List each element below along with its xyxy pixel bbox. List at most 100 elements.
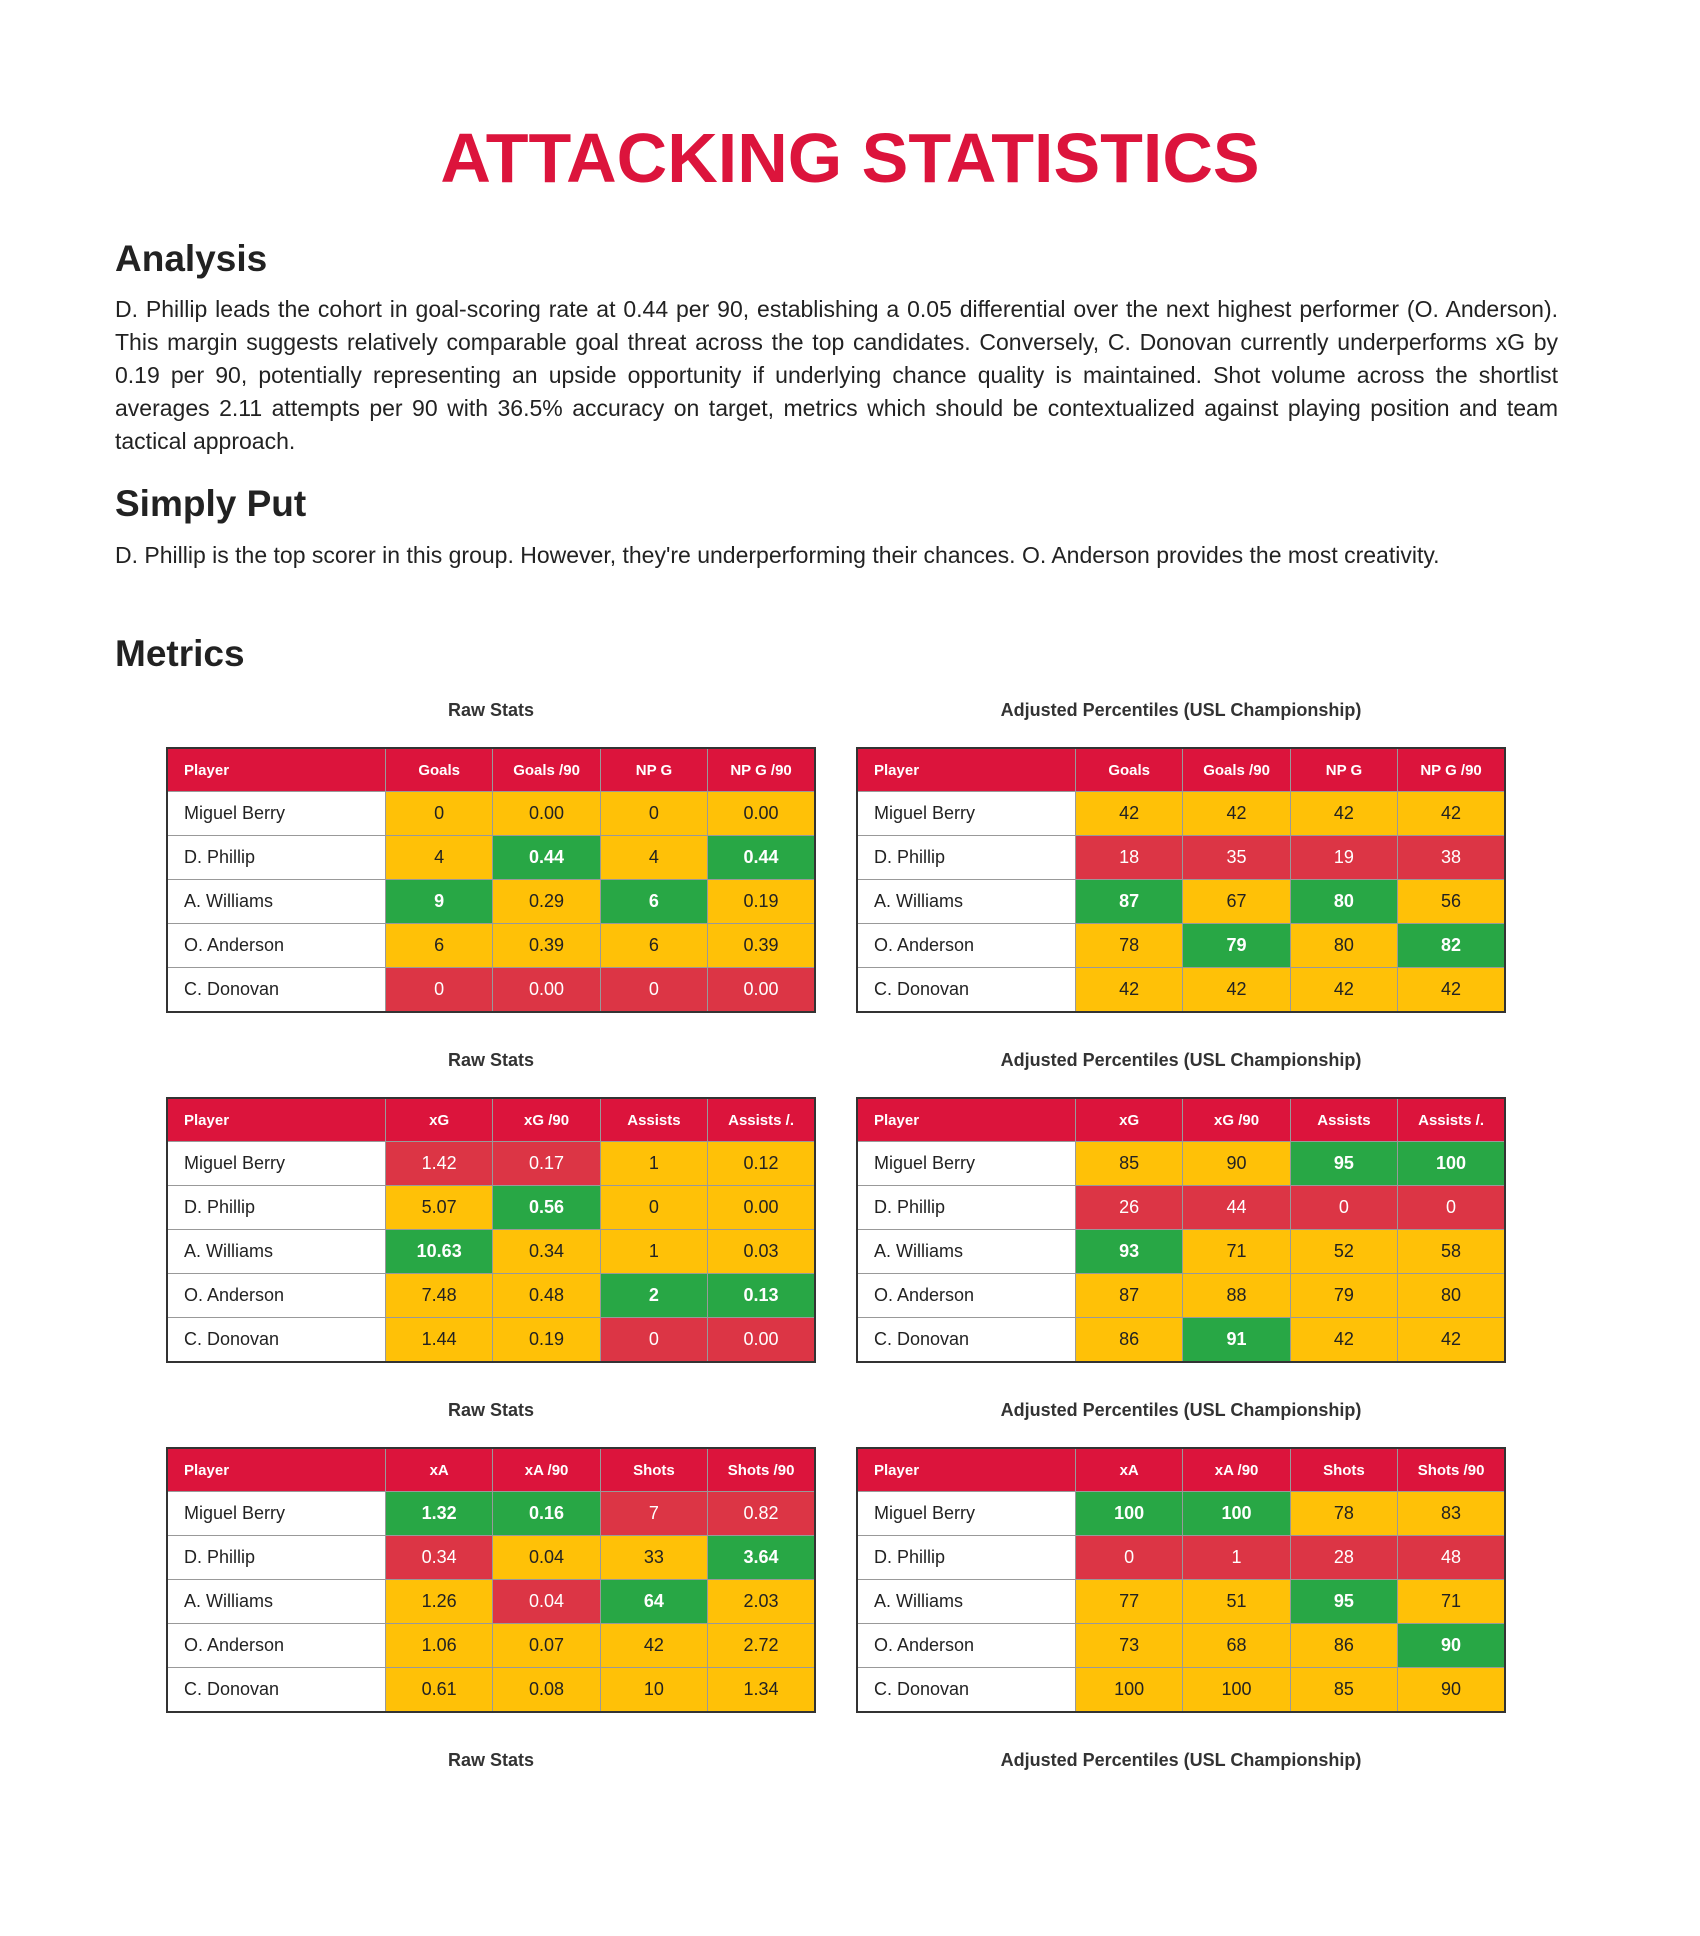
stat-cell: 83 <box>1397 1491 1506 1536</box>
table-block: Raw Stats <box>166 1747 816 1773</box>
stats-table: Player xA xA /90 Shots Shots /90 Miguel Berry… <box>166 1447 816 1713</box>
stat-cell: 0.39 <box>707 923 816 968</box>
player-cell: O. Anderson <box>856 1623 1076 1668</box>
column-header: xG /90 <box>1182 1097 1291 1142</box>
player-cell: O. Anderson <box>166 923 386 968</box>
table-row: Miguel Berry 85 90 95 100 <box>856 1141 1506 1186</box>
table-caption: Raw Stats <box>447 1050 535 1070</box>
player-cell: D. Phillip <box>856 1185 1076 1230</box>
stat-cell: 33 <box>599 1535 709 1580</box>
stat-cell: 0.00 <box>707 1185 816 1230</box>
stat-cell: 68 <box>1182 1623 1291 1668</box>
player-cell: A. Williams <box>166 1579 386 1624</box>
column-header: Shots <box>1289 1447 1399 1492</box>
stat-cell: 0 <box>599 791 709 836</box>
stat-cell: 9 <box>384 879 494 924</box>
stat-cell: 93 <box>1074 1229 1184 1274</box>
column-header: xA /90 <box>1182 1447 1291 1492</box>
table-block: Raw Stats Player xG xG /90 Assists Assists /.… <box>166 1047 816 1363</box>
stat-cell: 42 <box>1182 967 1291 1013</box>
column-header: Assists /. <box>707 1097 816 1142</box>
stat-cell: 79 <box>1289 1273 1399 1318</box>
player-cell: O. Anderson <box>166 1623 386 1668</box>
column-header: xG <box>1074 1097 1184 1142</box>
player-cell: Miguel Berry <box>166 1491 386 1536</box>
stat-cell: 100 <box>1074 1491 1184 1536</box>
column-header: xA /90 <box>492 1447 601 1492</box>
stat-cell: 78 <box>1074 923 1184 968</box>
table-row: Miguel Berry 1.42 0.17 1 0.12 <box>166 1141 816 1186</box>
stat-cell: 80 <box>1289 923 1399 968</box>
stat-cell: 0.12 <box>707 1141 816 1186</box>
stat-cell: 100 <box>1074 1667 1184 1713</box>
section-text: D. Phillip is the top scorer in this gro… <box>115 542 1440 568</box>
page-title: ATTACKING STATISTICS <box>440 119 1260 197</box>
stat-cell: 0.29 <box>492 879 601 924</box>
header-row: Player Goals Goals /90 NP G NP G /90 <box>166 747 816 792</box>
stat-cell: 42 <box>1397 791 1506 836</box>
table-row: C. Donovan 42 42 42 42 <box>856 967 1506 1013</box>
stat-cell: 0 <box>599 1317 709 1363</box>
stats-table: Player xA xA /90 Shots Shots /90 Miguel Berry… <box>856 1447 1506 1713</box>
player-cell: A. Williams <box>856 1579 1076 1624</box>
stat-cell: 85 <box>1074 1141 1184 1186</box>
stat-cell: 1.32 <box>384 1491 494 1536</box>
table-caption: Raw Stats <box>447 700 535 720</box>
stat-cell: 0.00 <box>707 791 816 836</box>
stat-cell: 0.61 <box>384 1667 494 1713</box>
stat-cell: 95 <box>1289 1141 1399 1186</box>
stat-cell: 86 <box>1289 1623 1399 1668</box>
stat-cell: 0.16 <box>492 1491 601 1536</box>
section-heading: Analysis <box>115 238 268 279</box>
player-cell: D. Phillip <box>856 835 1076 880</box>
player-cell: O. Anderson <box>166 1273 386 1318</box>
stat-cell: 73 <box>1074 1623 1184 1668</box>
stat-cell: 10 <box>599 1667 709 1713</box>
table-row: D. Phillip 18 35 19 38 <box>856 835 1506 880</box>
column-header: Shots <box>599 1447 709 1492</box>
player-cell: Miguel Berry <box>166 791 386 836</box>
table-row: D. Phillip 26 44 0 0 <box>856 1185 1506 1230</box>
stat-cell: 0.39 <box>492 923 601 968</box>
table-row: O. Anderson 78 79 80 82 <box>856 923 1506 968</box>
table-caption: Adjusted Percentiles (USL Championship) <box>1000 1050 1362 1070</box>
stat-cell: 86 <box>1074 1317 1184 1363</box>
player-cell: A. Williams <box>856 1229 1076 1274</box>
stat-cell: 2.72 <box>707 1623 816 1668</box>
stat-cell: 42 <box>1074 791 1184 836</box>
player-cell: O. Anderson <box>856 1273 1076 1318</box>
player-cell: Miguel Berry <box>856 791 1076 836</box>
stat-cell: 95 <box>1289 1579 1399 1624</box>
stat-cell: 52 <box>1289 1229 1399 1274</box>
player-cell: C. Donovan <box>166 1317 386 1363</box>
column-header: Goals <box>1074 747 1184 792</box>
stat-cell: 0.07 <box>492 1623 601 1668</box>
stat-cell: 100 <box>1182 1667 1291 1713</box>
header-row: Player xG xG /90 Assists Assists /. <box>166 1097 816 1142</box>
stat-cell: 7 <box>599 1491 709 1536</box>
table-block: Adjusted Percentiles (USL Championship) P… <box>856 1047 1506 1363</box>
header-row: Player xA xA /90 Shots Shots /90 <box>856 1447 1506 1492</box>
stat-cell: 0 <box>1289 1185 1399 1230</box>
table-row: O. Anderson 73 68 86 90 <box>856 1623 1506 1668</box>
table-block: Adjusted Percentiles (USL Championship) P… <box>856 697 1506 1013</box>
table-row: A. Williams 77 51 95 71 <box>856 1579 1506 1624</box>
stat-cell: 80 <box>1397 1273 1506 1318</box>
player-cell: Miguel Berry <box>856 1141 1076 1186</box>
column-header: Player <box>166 1097 386 1142</box>
player-cell: D. Phillip <box>166 835 386 880</box>
stat-cell: 26 <box>1074 1185 1184 1230</box>
stat-cell: 0.82 <box>707 1491 816 1536</box>
table-caption: Adjusted Percentiles (USL Championship) <box>1000 1750 1362 1770</box>
stat-cell: 58 <box>1397 1229 1506 1274</box>
table-row: O. Anderson 6 0.39 6 0.39 <box>166 923 816 968</box>
column-header: Player <box>856 1097 1076 1142</box>
player-cell: Miguel Berry <box>166 1141 386 1186</box>
stat-cell: 1 <box>599 1141 709 1186</box>
stat-cell: 0 <box>384 791 494 836</box>
stat-cell: 42 <box>1289 1317 1399 1363</box>
stat-cell: 1.44 <box>384 1317 494 1363</box>
stat-cell: 1.34 <box>707 1667 816 1713</box>
stats-table: Player Goals Goals /90 NP G NP G /90 Miguel B… <box>166 747 816 1013</box>
